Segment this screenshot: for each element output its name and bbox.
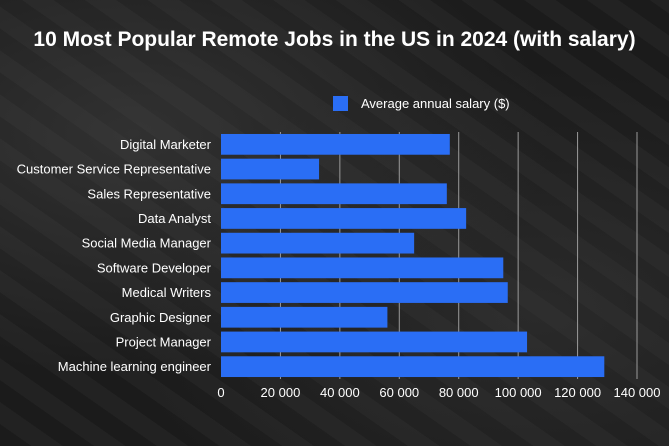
x-tick-label: 60 000	[379, 385, 419, 400]
x-tick-label: 120 000	[554, 385, 601, 400]
x-tick-label: 140 000	[614, 385, 661, 400]
bar	[221, 208, 466, 229]
bar	[221, 307, 387, 328]
x-tick-label: 100 000	[495, 385, 542, 400]
x-tick-label: 40 000	[320, 385, 360, 400]
category-label: Customer Service Representative	[17, 162, 211, 177]
bar	[221, 159, 319, 180]
bar	[221, 134, 450, 155]
bars	[221, 134, 604, 377]
legend: Average annual salary ($)	[333, 96, 510, 111]
bar	[221, 356, 604, 377]
bar	[221, 257, 503, 278]
category-label: Project Manager	[116, 334, 212, 349]
category-label: Digital Marketer	[120, 137, 212, 152]
category-label: Social Media Manager	[82, 236, 212, 251]
x-tick-label: 20 000	[261, 385, 301, 400]
category-labels: Digital Marketer Customer Service Represe…	[17, 137, 212, 374]
bar	[221, 233, 414, 254]
x-tick-labels: 0 20 000 40 000 60 000 80 000 100 000 120 000 1…	[217, 385, 660, 400]
legend-swatch	[333, 96, 348, 111]
x-tick-label: 80 000	[439, 385, 479, 400]
category-label: Machine learning engineer	[58, 359, 212, 374]
bar	[221, 282, 508, 303]
category-label: Sales Representative	[87, 186, 211, 201]
category-label: Data Analyst	[138, 211, 211, 226]
legend-label: Average annual salary ($)	[361, 96, 510, 111]
category-label: Software Developer	[97, 260, 212, 275]
category-label: Graphic Designer	[110, 310, 212, 325]
category-label: Medical Writers	[122, 285, 212, 300]
bar	[221, 332, 527, 353]
x-tick-label: 0	[217, 385, 224, 400]
bar	[221, 183, 447, 204]
